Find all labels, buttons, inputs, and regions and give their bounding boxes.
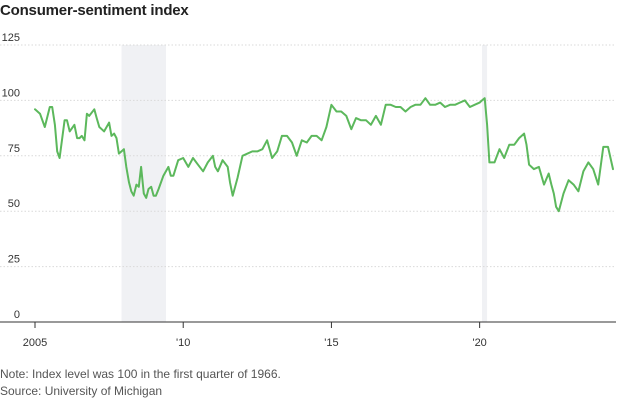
source-text: Source: University of Michigan — [0, 384, 163, 398]
x-tick-label: '15 — [324, 337, 338, 349]
chart: 0 25 50 75 100 125 2005 '10 '15 '20 — [0, 32, 616, 349]
y-tick-label: 50 — [8, 198, 20, 210]
y-tick-label: 75 — [8, 143, 20, 155]
recession-bands — [121, 45, 488, 322]
y-tick-label: 100 — [2, 87, 20, 99]
gridlines — [0, 44, 616, 323]
x-tick-label: 2005 — [23, 337, 47, 349]
y-tick-labels: 0 25 50 75 100 125 — [2, 32, 20, 321]
series-line — [34, 97, 614, 213]
y-tick-label: 0 — [14, 309, 20, 321]
x-tick-label: '10 — [176, 337, 190, 349]
y-tick-label: 125 — [2, 32, 20, 44]
x-ticks: 2005 '10 '15 '20 — [23, 322, 487, 349]
chart-title: Consumer-sentiment index — [0, 2, 189, 19]
recession-band — [482, 45, 488, 322]
note-text: Note: Index level was 100 in the first q… — [0, 367, 281, 381]
x-tick-label: '20 — [472, 337, 486, 349]
y-tick-label: 25 — [8, 254, 20, 266]
chart-notes: Note: Index level was 100 in the first q… — [0, 366, 281, 400]
